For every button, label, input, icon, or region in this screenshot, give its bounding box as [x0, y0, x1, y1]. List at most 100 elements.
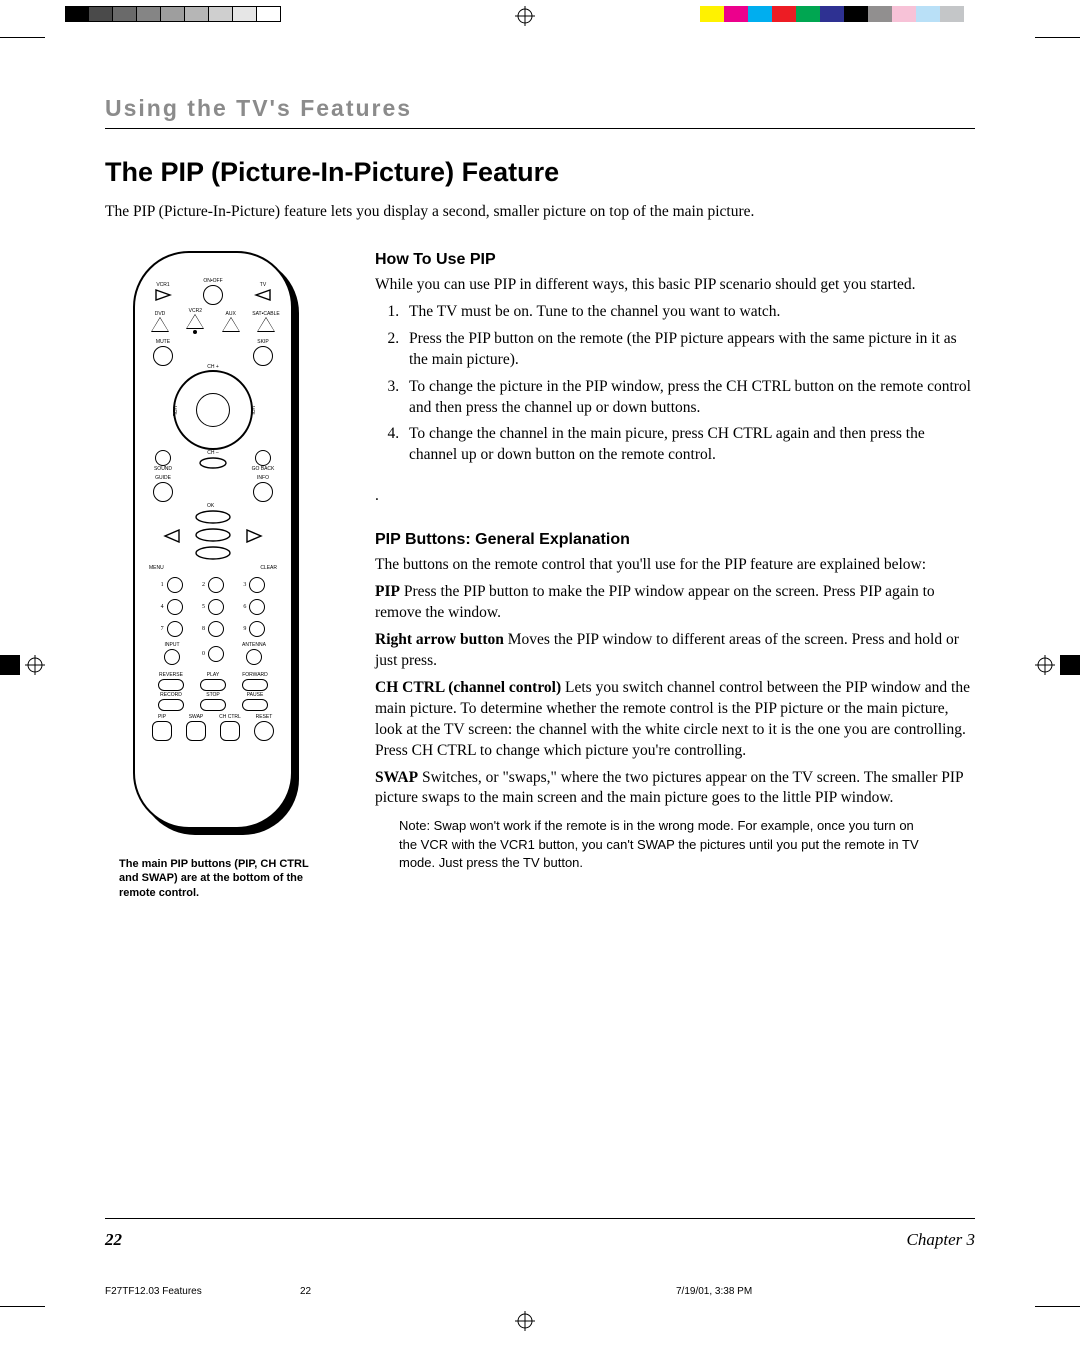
play-right-icon [154, 289, 172, 301]
swap-button-icon [186, 721, 206, 741]
registration-bars-grayscale [65, 6, 281, 22]
page-title: The PIP (Picture-In-Picture) Feature [105, 157, 975, 188]
side-mark [1060, 655, 1080, 675]
remote-illustration: VCR1 ON•OFF TV DVD VCR2 AUX SAT•CABLE [133, 251, 313, 841]
record-button-icon [158, 699, 184, 711]
remote-label: STOP [206, 693, 220, 698]
keypad-digit: 4 [161, 604, 164, 610]
skip-button-icon [253, 346, 273, 366]
remote-label: ON•OFF [203, 279, 222, 284]
play-button-icon [200, 679, 226, 691]
section-title: Using the TV's Features [105, 95, 975, 122]
digit-button-icon [167, 599, 183, 615]
remote-label: ANTENNA [242, 643, 266, 648]
slug-page: 22 [300, 1286, 311, 1297]
remote-label: MUTE [156, 340, 170, 345]
remote-label: TV [260, 283, 266, 288]
section-rule [105, 128, 975, 129]
stop-button-icon [200, 699, 226, 711]
step-item: Press the PIP button on the remote (the … [403, 329, 975, 371]
how-to-steps: The TV must be on. Tune to the channel y… [375, 302, 975, 466]
crop-mark [0, 1306, 45, 1307]
input-button-icon [164, 649, 180, 665]
remote-label: RESET [256, 715, 273, 720]
oval-button-icon [198, 457, 228, 469]
pip-button-icon [152, 721, 172, 741]
triangle-up-icon [187, 315, 203, 328]
registration-target-icon [515, 1311, 535, 1331]
remote-label: CH + [207, 364, 219, 370]
remote-keypad: 1 2 3 4 5 6 7 8 9 [157, 577, 269, 637]
how-to-heading: How To Use PIP [375, 251, 975, 269]
remote-label: VOL [249, 406, 255, 416]
keypad-digit: 6 [243, 604, 246, 610]
swap-note: Note: Swap won't work if the remote is i… [399, 817, 919, 872]
digit-button-icon [208, 646, 224, 662]
keypad-digit: 0 [202, 651, 205, 657]
button-term: SWAP [375, 769, 418, 786]
remote-label: SWAP [189, 715, 204, 720]
keypad-digit: 2 [202, 582, 205, 588]
remote-label: CH – [207, 450, 218, 456]
keypad-digit: 8 [202, 626, 205, 632]
how-to-intro: While you can use PIP in different ways,… [375, 275, 975, 296]
crop-mark [1035, 1306, 1080, 1307]
digit-button-icon [167, 621, 183, 637]
guide-button-icon [153, 482, 173, 502]
registration-bars-color [676, 6, 964, 22]
side-mark [0, 655, 20, 675]
buttons-intro: The buttons on the remote control that y… [375, 555, 975, 576]
mute-button-icon [153, 346, 173, 366]
remote-label: PIP [158, 715, 166, 720]
chapter-label: Chapter 3 [907, 1230, 975, 1250]
crop-mark [0, 37, 45, 38]
remote-label: RECORD [160, 693, 182, 698]
arrow-right-icon [245, 529, 263, 543]
remote-label: CLEAR [260, 566, 277, 571]
remote-label: FORWARD [242, 673, 268, 678]
digit-button-icon [208, 577, 224, 593]
remote-caption: The main PIP buttons (PIP, CH CTRL and S… [119, 857, 329, 900]
page-content: Using the TV's Features The PIP (Picture… [105, 95, 975, 900]
digit-button-icon [249, 621, 265, 637]
spacer-dot: . [375, 486, 975, 507]
remote-label: REVERSE [159, 673, 183, 678]
button-desc: Press the PIP button to make the PIP win… [375, 583, 935, 621]
digit-button-icon [208, 599, 224, 615]
keypad-digit: 9 [243, 626, 246, 632]
remote-label: GO BACK [252, 467, 275, 472]
button-definition: SWAP Switches, or "swaps," where the two… [375, 768, 975, 810]
digit-button-icon [249, 599, 265, 615]
ok-mid-icon [194, 528, 232, 542]
forward-button-icon [242, 679, 268, 691]
power-icon [203, 285, 223, 305]
intro-paragraph: The PIP (Picture-In-Picture) feature let… [105, 202, 865, 223]
slug-filename: F27TF12.03 Features [105, 1286, 202, 1297]
keypad-digit: 5 [202, 604, 205, 610]
keypad-digit: 7 [161, 626, 164, 632]
triangle-up-icon [152, 318, 168, 331]
goback-button-icon [255, 450, 271, 466]
step-item: The TV must be on. Tune to the channel y… [403, 302, 975, 323]
channel-volume-ring: CH + CH – VOL VOL [173, 370, 253, 450]
remote-label: INPUT [165, 643, 180, 648]
ok-down-icon [194, 546, 232, 560]
ok-up-icon [194, 510, 232, 524]
triangle-up-icon [258, 318, 274, 331]
registration-target-icon [25, 655, 45, 675]
button-definition: CH CTRL (channel control) Lets you switc… [375, 678, 975, 762]
button-definition: PIP Press the PIP button to make the PIP… [375, 582, 975, 624]
remote-label: SOUND [154, 467, 172, 472]
crop-mark [1035, 37, 1080, 38]
button-term: Right arrow button [375, 631, 504, 648]
remote-label: OK [207, 504, 214, 509]
remote-label: GUIDE [155, 476, 171, 481]
digit-button-icon [249, 577, 265, 593]
remote-label: VCR1 [156, 283, 169, 288]
keypad-digit: 1 [161, 582, 164, 588]
slug-timestamp: 7/19/01, 3:38 PM [676, 1286, 752, 1297]
sound-button-icon [155, 450, 171, 466]
arrow-left-icon [163, 529, 181, 543]
step-item: To change the picture in the PIP window,… [403, 377, 975, 419]
pause-button-icon [242, 699, 268, 711]
